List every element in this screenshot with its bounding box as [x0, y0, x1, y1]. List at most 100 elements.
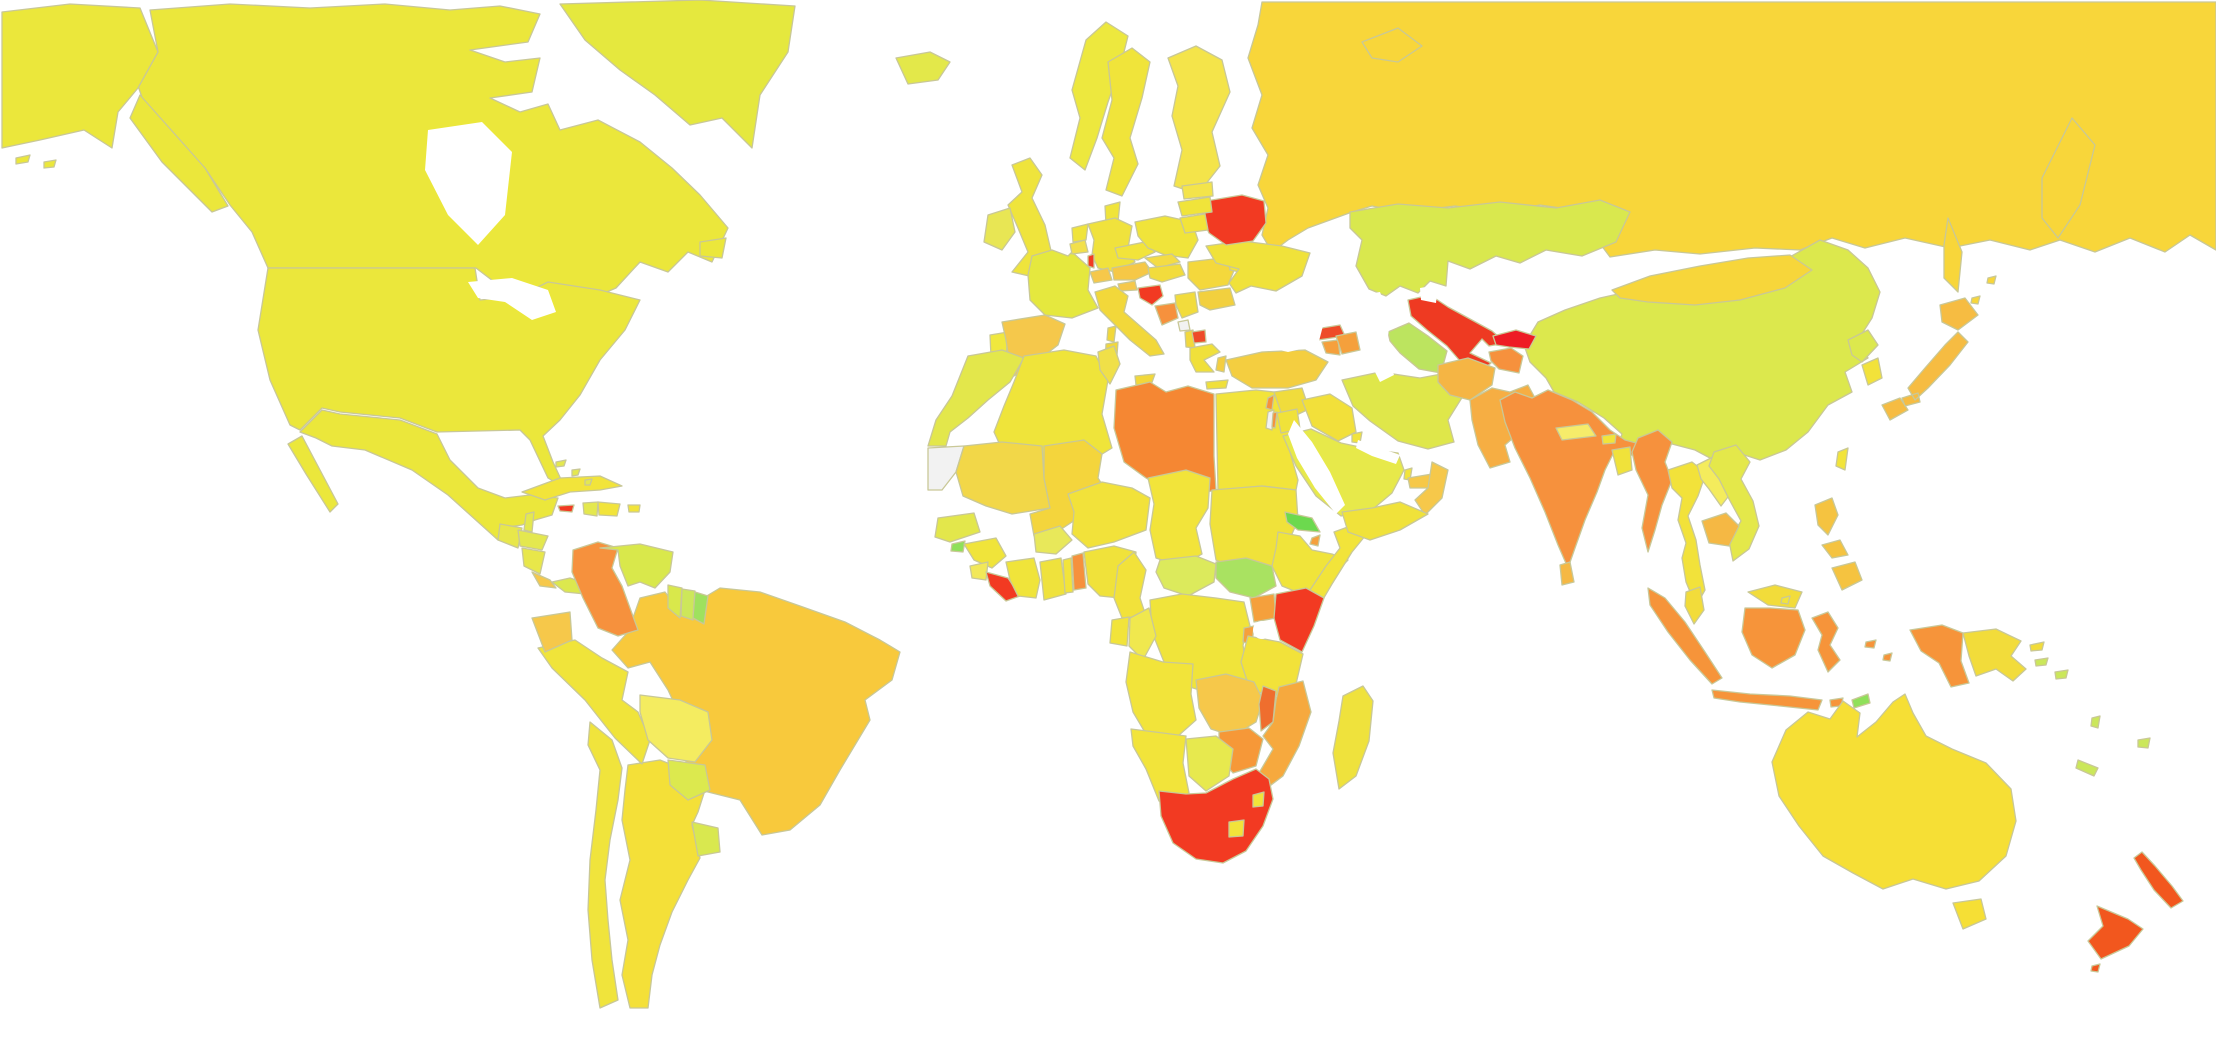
- country-south-africa[interactable]: [1158, 768, 1274, 864]
- country-kenya[interactable]: [1273, 587, 1325, 653]
- country-suriname[interactable]: [680, 588, 696, 621]
- country-greenland[interactable]: [559, 0, 796, 149]
- country-philippines[interactable]: [1814, 497, 1863, 591]
- country-slovakia[interactable]: [1144, 253, 1181, 269]
- country-madagascar[interactable]: [1332, 685, 1374, 790]
- country-honduras[interactable]: [517, 529, 549, 551]
- country-cuba[interactable]: [521, 475, 623, 501]
- country-tunisia[interactable]: [1097, 345, 1121, 385]
- country-chile[interactable]: [587, 721, 623, 1009]
- country-guyana[interactable]: [667, 584, 683, 619]
- country-guinea[interactable]: [963, 537, 1007, 569]
- country-vietnam[interactable]: [1708, 444, 1760, 562]
- country-mauritania[interactable]: [955, 441, 1051, 515]
- country-bhutan[interactable]: [1601, 433, 1617, 445]
- country-burkina-faso[interactable]: [1033, 525, 1073, 555]
- country-costa-rica[interactable]: [531, 571, 557, 589]
- country-timor-leste[interactable]: [1851, 693, 1871, 709]
- country-mongolia[interactable]: [1611, 254, 1813, 306]
- country-mali[interactable]: [1029, 439, 1109, 537]
- country-montenegro[interactable]: [1177, 319, 1191, 332]
- country-togo[interactable]: [1062, 557, 1074, 594]
- country-benin[interactable]: [1071, 552, 1087, 591]
- country-bahamas[interactable]: [555, 459, 593, 486]
- country-netherlands[interactable]: [1071, 223, 1089, 243]
- country-new-caledonia[interactable]: [2075, 759, 2099, 777]
- country-jamaica[interactable]: [557, 504, 575, 513]
- country-eswatini[interactable]: [1252, 791, 1265, 808]
- country-paraguay[interactable]: [667, 759, 711, 801]
- country-lithuania[interactable]: [1179, 213, 1209, 234]
- country-cameroon[interactable]: [1113, 551, 1147, 619]
- country-senegal[interactable]: [934, 512, 981, 543]
- country-france[interactable]: [1027, 249, 1099, 319]
- country-guatemala[interactable]: [497, 523, 523, 549]
- country-chad[interactable]: [1147, 469, 1211, 567]
- country-ivory-coast[interactable]: [1005, 557, 1041, 599]
- country-azerbaijan[interactable]: [1335, 331, 1361, 355]
- country-guinea-bissau[interactable]: [950, 540, 966, 553]
- country-sweden[interactable]: [1101, 47, 1151, 197]
- country-bangladesh[interactable]: [1611, 446, 1633, 476]
- country-united-states-alaska[interactable]: [1, 3, 229, 213]
- country-niger[interactable]: [1067, 481, 1151, 549]
- country-latvia[interactable]: [1177, 196, 1213, 217]
- country-hungary[interactable]: [1147, 263, 1186, 283]
- country-thailand[interactable]: [1667, 461, 1707, 607]
- country-belize[interactable]: [523, 511, 535, 533]
- country-ecuador[interactable]: [531, 611, 573, 653]
- country-palestine[interactable]: [1271, 411, 1278, 429]
- country-serbia[interactable]: [1174, 291, 1199, 319]
- country-kyrgyzstan[interactable]: [1492, 329, 1537, 350]
- country-myanmar[interactable]: [1631, 429, 1673, 553]
- country-central-african-republic[interactable]: [1155, 555, 1217, 597]
- country-liberia[interactable]: [985, 571, 1021, 602]
- country-united-states[interactable]: [257, 267, 641, 489]
- country-ireland[interactable]: [983, 207, 1016, 251]
- country-congo[interactable]: [1128, 607, 1157, 661]
- country-ghana[interactable]: [1039, 557, 1067, 601]
- country-djibouti[interactable]: [1309, 534, 1321, 547]
- country-austria[interactable]: [1111, 261, 1153, 281]
- country-bulgaria[interactable]: [1197, 287, 1236, 311]
- country-russia-novaya-zemlya[interactable]: [1361, 27, 1997, 305]
- country-belgium[interactable]: [1069, 239, 1089, 255]
- country-uganda[interactable]: [1249, 593, 1277, 623]
- country-taiwan[interactable]: [1835, 447, 1849, 471]
- country-new-zealand[interactable]: [2087, 851, 2184, 973]
- country-dominican-republic[interactable]: [597, 501, 621, 517]
- country-papua-new-guinea[interactable]: [1962, 628, 2045, 682]
- country-afghanistan[interactable]: [1437, 357, 1496, 401]
- country-libya[interactable]: [1113, 381, 1217, 499]
- country-slovenia[interactable]: [1117, 280, 1138, 292]
- country-czechia[interactable]: [1114, 241, 1156, 261]
- country-indonesia[interactable]: [1647, 587, 1970, 711]
- country-puerto-rico[interactable]: [627, 504, 641, 513]
- country-lesotho[interactable]: [1228, 819, 1245, 838]
- country-kazakhstan[interactable]: [1349, 199, 1631, 297]
- country-gabon[interactable]: [1109, 616, 1130, 647]
- country-finland[interactable]: [1167, 45, 1231, 195]
- country-malawi[interactable]: [1258, 685, 1277, 732]
- country-vanuatu[interactable]: [2090, 715, 2101, 729]
- country-switzerland[interactable]: [1089, 267, 1113, 284]
- country-fiji[interactable]: [2137, 737, 2151, 749]
- country-eritrea[interactable]: [1284, 511, 1321, 533]
- country-russia-sakhalin[interactable]: [1943, 217, 1963, 293]
- country-turkey[interactable]: [1215, 349, 1329, 389]
- country-bosnia[interactable]: [1154, 302, 1179, 326]
- country-haiti[interactable]: [582, 501, 599, 517]
- country-canada-newfoundland[interactable]: [699, 237, 727, 259]
- country-solomon-islands[interactable]: [2034, 657, 2069, 680]
- country-morocco[interactable]: [927, 349, 1025, 447]
- country-botswana[interactable]: [1185, 735, 1234, 792]
- country-sri-lanka[interactable]: [1559, 561, 1575, 586]
- country-western-sahara[interactable]: [927, 445, 965, 491]
- country-australia[interactable]: [1771, 693, 2017, 930]
- country-malaysia[interactable]: [1684, 584, 1803, 625]
- country-north-macedonia[interactable]: [1191, 329, 1207, 344]
- country-cambodia[interactable]: [1701, 512, 1740, 547]
- country-armenia[interactable]: [1321, 339, 1341, 356]
- country-japan[interactable]: [1881, 297, 1979, 421]
- country-south-korea[interactable]: [1861, 357, 1883, 386]
